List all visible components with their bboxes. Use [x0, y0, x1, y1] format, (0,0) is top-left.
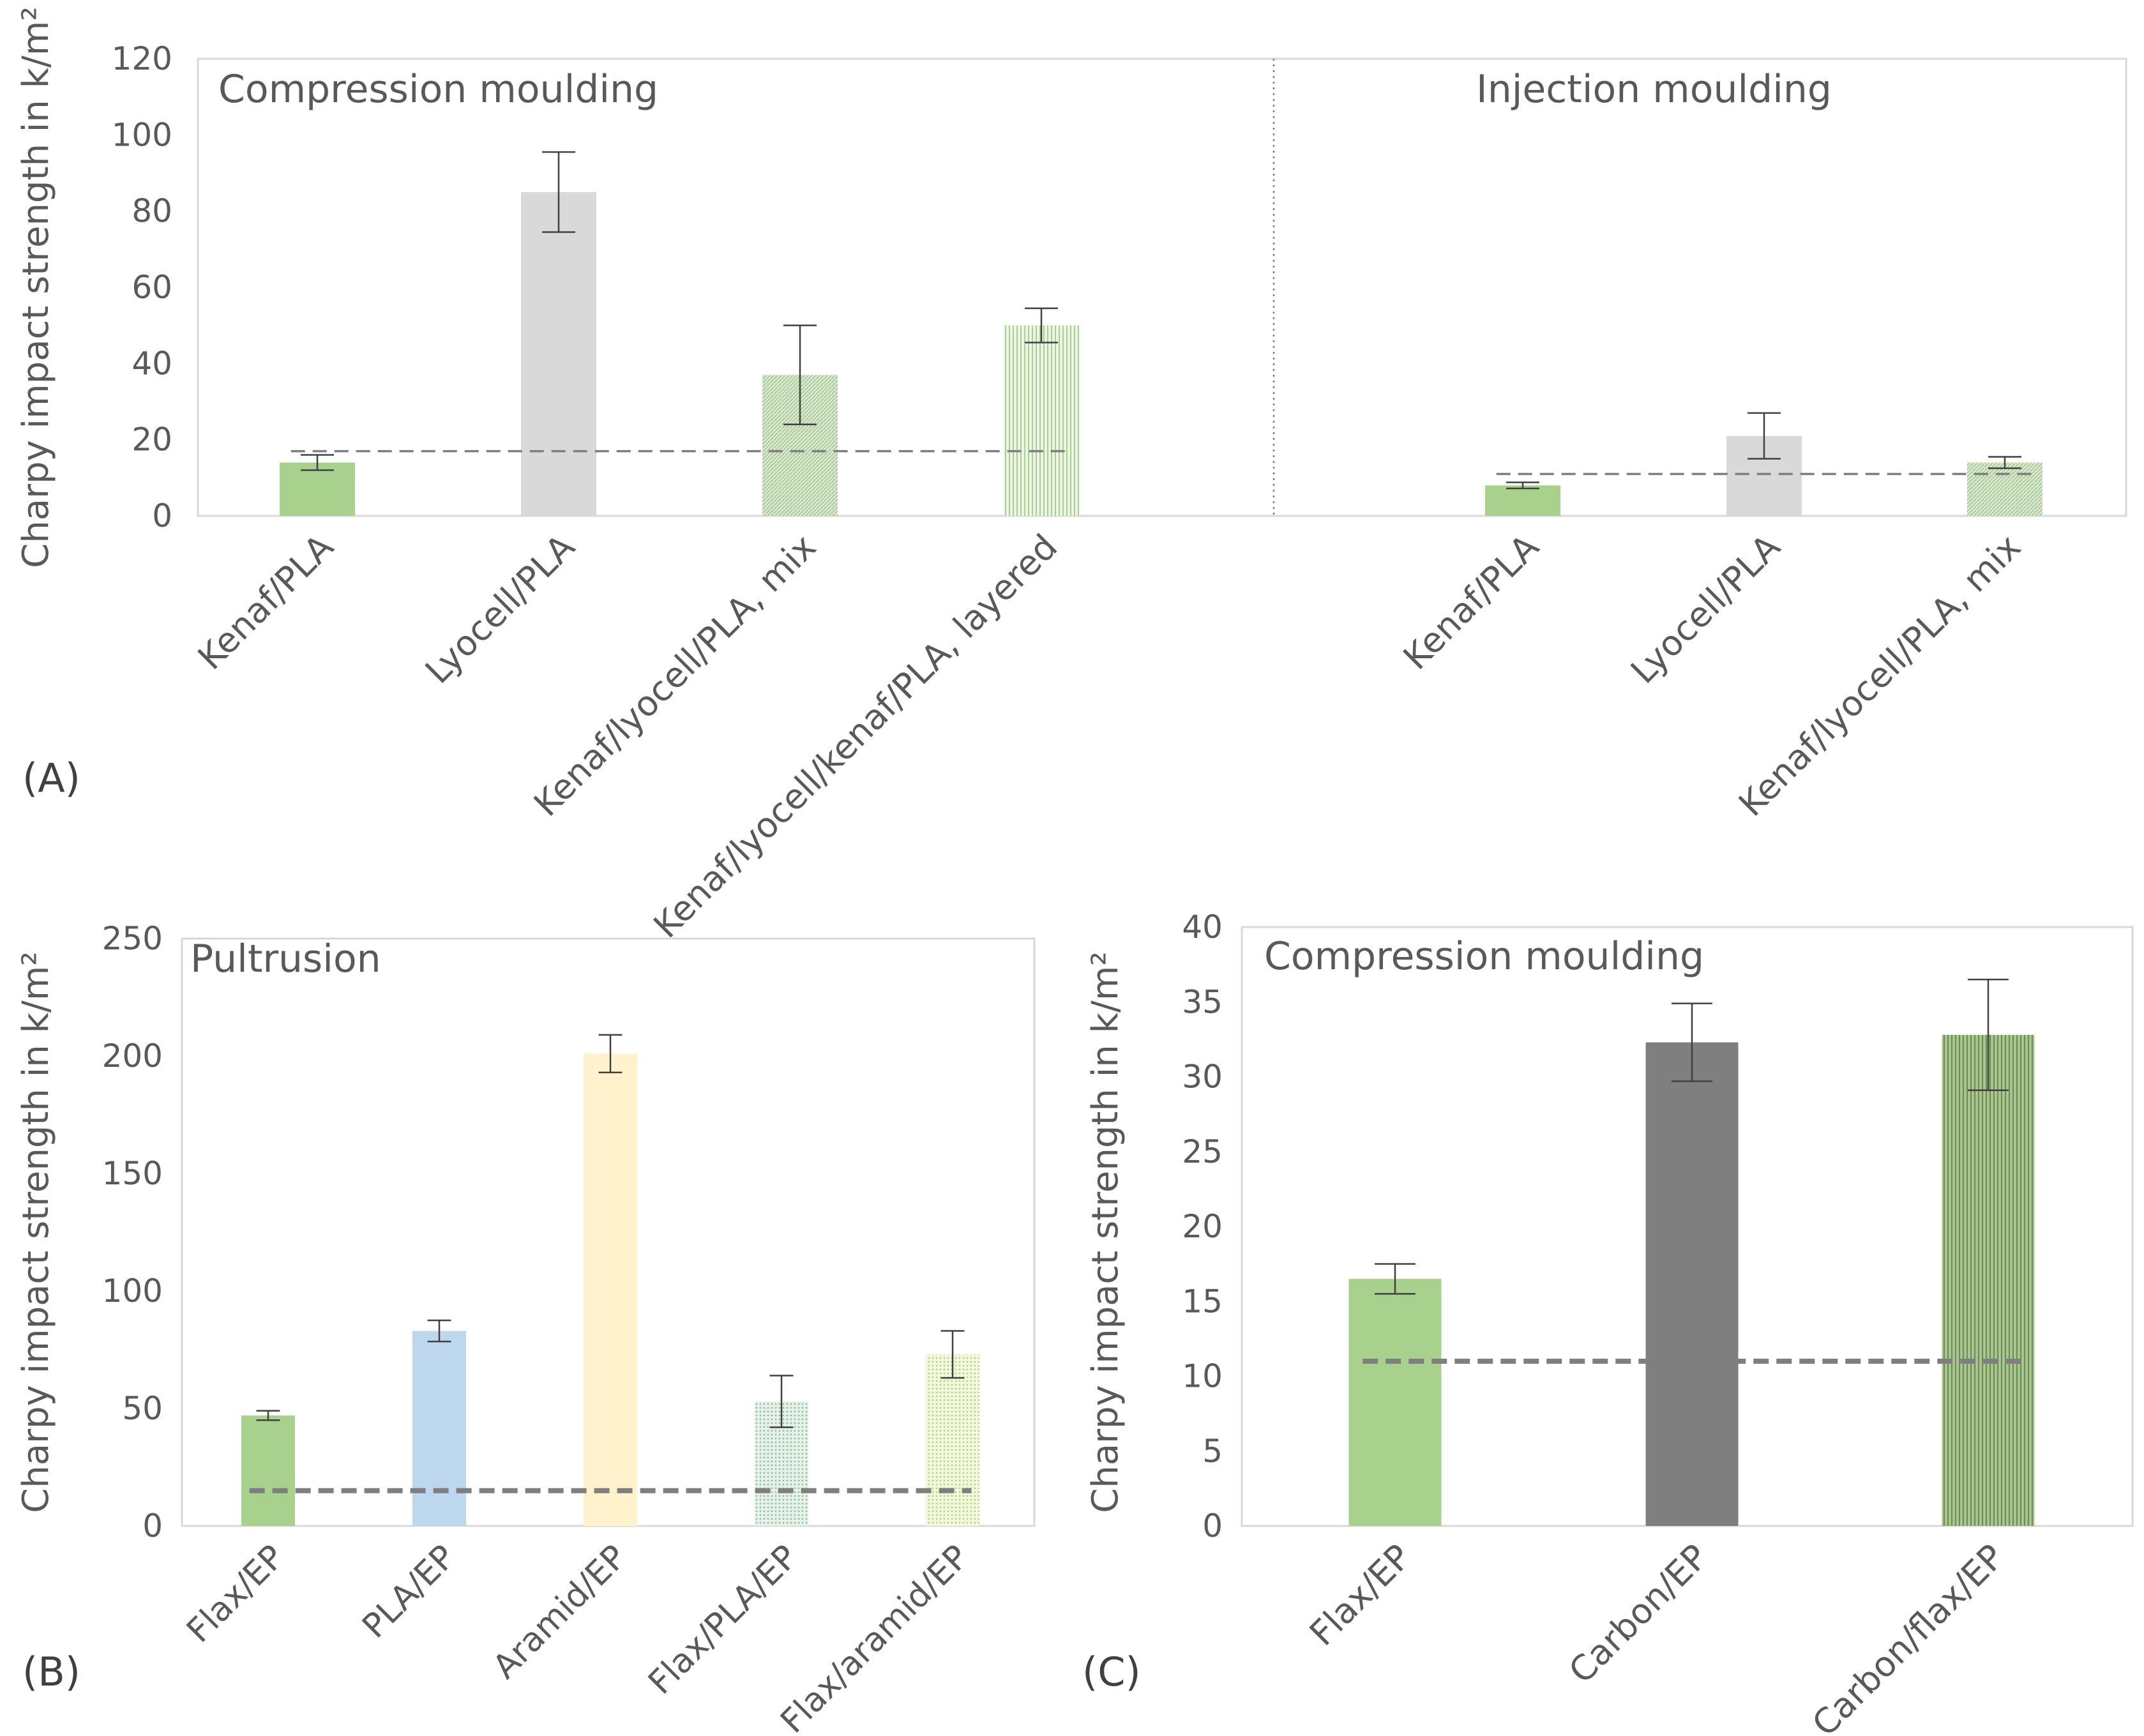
c-category-label-flax-ep: Flax/EP — [1302, 1537, 1419, 1654]
panel-a-section-title-compression: Compression moulding — [218, 67, 658, 112]
c-y-tick-40: 40 — [1182, 909, 1223, 946]
panel-a-section-title-injection: Injection moulding — [1476, 67, 1832, 112]
panel-b-y-axis-title: Charpy impact strength in k/m² — [15, 951, 57, 1513]
a-y-tick-80: 80 — [132, 193, 172, 230]
panel-a-label: (A) — [22, 755, 80, 801]
a-bar-g1-kenaf-lyocell-pla-mix — [1967, 462, 2042, 516]
a-y-tick-60: 60 — [132, 269, 172, 306]
b-category-label-flax-ep: Flax/EP — [179, 1538, 292, 1650]
b-bar-aramid-ep — [584, 1053, 637, 1526]
a-y-tick-0: 0 — [152, 497, 172, 534]
b-y-tick-50: 50 — [122, 1390, 163, 1427]
a-bar-g1-kenaf-pla — [1485, 485, 1560, 516]
panel-a-y-axis-title: Charpy impact strength in k/m² — [15, 6, 57, 568]
c-y-tick-10: 10 — [1182, 1358, 1223, 1395]
panel-b-label: (B) — [22, 1649, 80, 1695]
a-category-label-g1-lyocell-pla: Lyocell/PLA — [1623, 527, 1788, 691]
b-category-label-aramid-ep: Aramid/EP — [486, 1538, 634, 1686]
c-y-tick-5: 5 — [1202, 1433, 1223, 1470]
a-y-tick-20: 20 — [132, 421, 172, 458]
a-category-label-g1-kenaf-lyocell-pla-mix: Kenaf/lyocell/PLA, mix — [1731, 527, 2028, 824]
panel-c-y-axis-title: Charpy impact strength in k/m² — [1085, 951, 1126, 1513]
b-bar-flax-aramid-ep — [926, 1354, 979, 1526]
b-bar-pla-ep — [412, 1331, 466, 1526]
b-y-tick-250: 250 — [102, 920, 163, 957]
c-y-tick-20: 20 — [1182, 1208, 1223, 1245]
a-bar-g0-lyocell-pla — [521, 192, 596, 516]
c-bar-carbon-flax-ep — [1942, 1034, 2035, 1526]
b-category-label-pla-ep: PLA/EP — [355, 1538, 463, 1646]
c-y-tick-0: 0 — [1202, 1507, 1223, 1544]
c-bar-carbon-ep — [1645, 1042, 1739, 1526]
panel-c: 0 5 10 15 20 25 30 35 40 Charpy impact strength … — [1082, 909, 2134, 1736]
a-category-label-g0-kenaf-lyocell-pla-mix: Kenaf/lyocell/PLA, mix — [526, 527, 824, 824]
b-category-label-flax-aramid-ep: Flax/aramid/EP — [773, 1538, 976, 1736]
c-bar-flax-ep — [1348, 1279, 1442, 1526]
c-category-label-carbon-flax-ep: Carbon/flax/EP — [1804, 1537, 2012, 1736]
a-y-tick-100: 100 — [112, 116, 172, 153]
panel-b: 0 50 100 150 200 250 Charpy impact strength i… — [15, 920, 1036, 1736]
a-category-label-g0-kenaf-lyocell-kenaf-pla-layered: Kenaf/lyocell/kenaf/PLA, layered — [646, 527, 1066, 946]
b-y-tick-100: 100 — [102, 1272, 163, 1310]
a-category-label-g0-lyocell-pla: Lyocell/PLA — [418, 527, 582, 691]
panel-a-plot-frame — [197, 57, 2127, 517]
a-bar-g0-kenaf-lyocell-kenaf-pla-layered — [1004, 325, 1079, 516]
a-category-label-g0-kenaf-pla: Kenaf/PLA — [190, 527, 341, 677]
panel-c-label: (C) — [1082, 1649, 1141, 1695]
c-y-tick-25: 25 — [1182, 1133, 1223, 1170]
a-bar-g0-kenaf-pla — [280, 462, 355, 516]
panel-a: 0 20 40 60 80 100 120 Charpy impact strength i… — [15, 6, 2127, 946]
a-y-tick-120: 120 — [112, 40, 172, 77]
a-y-tick-40: 40 — [132, 345, 172, 382]
panel-c-title: Compression moulding — [1264, 934, 1704, 979]
panel-b-title: Pultrusion — [190, 937, 381, 981]
c-y-tick-35: 35 — [1182, 983, 1223, 1020]
c-y-tick-30: 30 — [1182, 1059, 1223, 1096]
b-category-label-flax-pla-ep: Flax/PLA/EP — [641, 1538, 805, 1702]
b-y-tick-0: 0 — [142, 1507, 163, 1544]
b-bar-flax-ep — [241, 1415, 295, 1526]
b-y-tick-200: 200 — [102, 1038, 163, 1075]
c-category-label-carbon-ep: Carbon/EP — [1561, 1537, 1716, 1691]
c-y-tick-15: 15 — [1182, 1283, 1223, 1320]
b-y-tick-150: 150 — [102, 1155, 163, 1192]
a-category-label-g1-kenaf-pla: Kenaf/PLA — [1396, 527, 1546, 677]
